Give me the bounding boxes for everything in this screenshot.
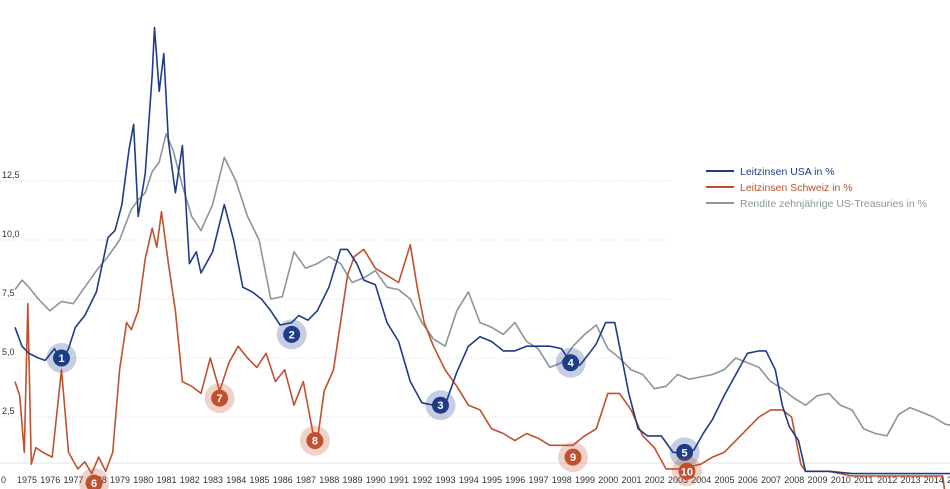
x-tick-label: 1987 — [296, 475, 316, 485]
badge-label: 6 — [91, 478, 97, 489]
x-tick-label: 2001 — [622, 475, 642, 485]
y-tick-label: 2,5 — [2, 406, 15, 416]
x-tick-label: 2010 — [831, 475, 851, 485]
x-tick-label: 1992 — [412, 475, 432, 485]
x-tick-label: 2007 — [761, 475, 781, 485]
x-tick-label: 1982 — [180, 475, 200, 485]
x-tick-label: 1998 — [552, 475, 572, 485]
annotation-badge: 3 — [425, 390, 456, 421]
badge-dot — [85, 474, 103, 489]
x-tick-label: 2004 — [691, 475, 711, 485]
series-line-1 — [14, 210, 946, 489]
annotation-badge: 6 — [79, 468, 110, 489]
badge-label: 8 — [312, 436, 318, 448]
badge-dot — [306, 432, 324, 450]
x-tick-label: 2014 — [924, 475, 944, 485]
badge-label: 2 — [289, 329, 295, 341]
badge-dot — [53, 349, 70, 367]
y-tick-label: 12,5 — [2, 170, 20, 180]
x-tick-label: 1989 — [343, 475, 363, 485]
x-tick-label: 2005 — [715, 475, 735, 485]
badge-label: 9 — [570, 452, 576, 464]
badge-label: 1 — [58, 353, 64, 365]
x-tick-label: 1988 — [319, 475, 339, 485]
legend-label-0: Leitzinsen USA in % — [740, 166, 835, 178]
annotation-badge: 4 — [555, 347, 586, 378]
x-tick-label: 1983 — [203, 475, 223, 485]
annotation-badge: 9 — [558, 442, 588, 473]
x-tick-label: 2008 — [784, 475, 804, 485]
x-tick-label: 1994 — [459, 475, 479, 485]
badge-dot — [678, 462, 696, 480]
annotation-badge: 1 — [46, 343, 77, 373]
series-lines — [14, 26, 950, 489]
badge-dot — [676, 443, 694, 461]
x-tick-label: 2003 — [668, 475, 688, 485]
legend: Leitzinsen USA in % Leitzinsen Schweiz in… — [706, 166, 927, 210]
x-tick-label: 1984 — [226, 475, 246, 485]
series-line-2 — [14, 133, 950, 437]
annotation-badge: 5 — [669, 437, 700, 468]
x-tick-label: 2013 — [901, 475, 921, 485]
series-line-0 — [14, 26, 950, 475]
x-tick-label: 1985 — [250, 475, 270, 485]
y-tick-label: 5,0 — [2, 347, 15, 357]
legend-label-2: Rendite zehnjährige US-Treasuries in % — [740, 198, 927, 210]
x-tick-label: 2000 — [598, 475, 618, 485]
annotation-badge: 2 — [276, 319, 307, 350]
badge-dot — [431, 396, 449, 414]
x-tick-label: 1977 — [64, 475, 84, 485]
badge-label: 7 — [217, 393, 223, 405]
badge-label: 4 — [568, 358, 575, 370]
x-tick-label: 2015 — [947, 475, 950, 485]
x-tick-label: 2012 — [877, 475, 897, 485]
x-tick-label: 1981 — [157, 475, 177, 485]
badge-dot — [283, 325, 301, 343]
x-tick-label: 1990 — [366, 475, 386, 485]
annotation-badges: 1 2 3 4 5 6 7 8 9 10 — [46, 319, 702, 489]
x-tick-label: 1997 — [529, 475, 549, 485]
x-tick-label: 1975 — [17, 475, 37, 485]
x-tick-label: 2011 — [854, 475, 873, 485]
badge-label: 3 — [437, 400, 443, 412]
badge-label: 10 — [681, 466, 693, 478]
y-tick-labels: 2,5 5,0 7,5 10,0 12,5 — [2, 170, 20, 416]
badge-dot — [562, 354, 580, 372]
x-tick-label: 1999 — [575, 475, 595, 485]
x-tick-label: 1986 — [273, 475, 293, 485]
x-tick-label: 1980 — [133, 475, 153, 485]
x-tick-label: 2002 — [645, 475, 665, 485]
y-tick-label: 10,0 — [2, 229, 20, 239]
x-tick-label: 1991 — [389, 475, 409, 485]
badge-dot — [564, 448, 582, 466]
annotation-badge: 10 — [671, 456, 702, 487]
x-tick-label: 2006 — [738, 475, 758, 485]
x-tick-label: 1976 — [40, 475, 60, 485]
y-tick-label: 7,5 — [2, 288, 15, 298]
x-tick-label: 1996 — [505, 475, 525, 485]
badge-dot — [211, 389, 229, 407]
badge-label: 5 — [682, 447, 688, 459]
grid-lines — [0, 180, 670, 418]
x-tick-label: 1995 — [482, 475, 502, 485]
annotation-badge: 7 — [204, 383, 235, 414]
x-axis: 0197519761977197819791980198119821983198… — [0, 462, 950, 485]
legend-label-1: Leitzinsen Schweiz in % — [740, 182, 853, 194]
x-tick-label: 0 — [1, 475, 6, 485]
x-tick-label: 2009 — [808, 475, 828, 485]
annotation-badge: 8 — [299, 425, 330, 456]
x-tick-label: 1993 — [436, 475, 456, 485]
x-tick-label: 1979 — [110, 475, 130, 485]
